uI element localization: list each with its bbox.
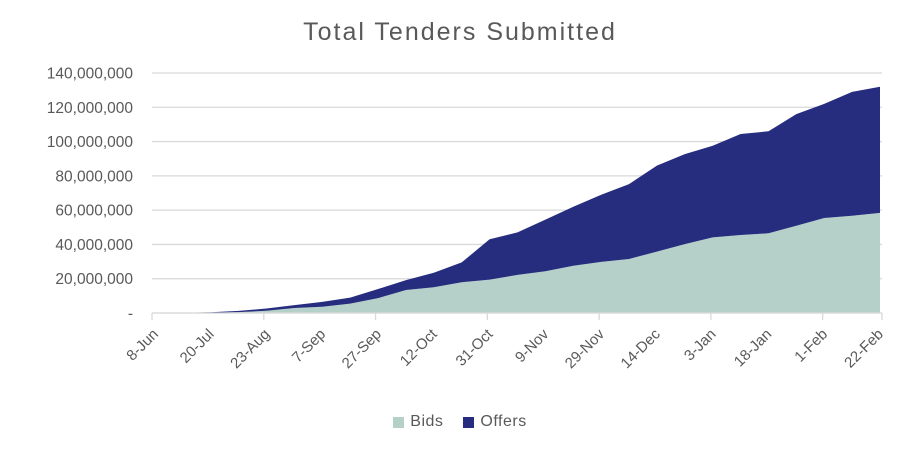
- legend-label-bids: Bids: [410, 413, 444, 430]
- x-axis-tick-label: 20-Jul: [177, 326, 218, 367]
- y-axis-tick-label: 20,000,000: [55, 271, 133, 288]
- y-axis-tick-label: 140,000,000: [47, 66, 134, 83]
- area-bids: [155, 212, 880, 313]
- y-axis-tick-label: -: [128, 306, 133, 323]
- x-axis-tick-label: 23-Aug: [227, 326, 273, 372]
- x-axis-tick-label: 1-Feb: [791, 326, 831, 366]
- y-axis-tick-label: 60,000,000: [55, 203, 133, 220]
- x-axis-tick-label: 27-Sep: [339, 326, 385, 372]
- chart-title: Total Tenders Submitted: [303, 18, 617, 46]
- x-axis-tick-label: 3-Jan: [681, 326, 720, 365]
- y-axis-tick-label: 80,000,000: [55, 168, 133, 185]
- legend-item-bids: Bids: [393, 413, 443, 431]
- x-axis-tick-label: 9-Nov: [512, 325, 553, 366]
- x-axis-tick-label: 12-Oct: [397, 325, 441, 369]
- y-axis-tick-label: 120,000,000: [47, 100, 134, 117]
- x-axis-tick-label: 22-Feb: [841, 326, 887, 372]
- legend-item-offers: Offers: [463, 413, 526, 431]
- x-axis-tick-label: 31-Oct: [453, 325, 497, 369]
- x-axis-tick-label: 7-Sep: [289, 326, 329, 366]
- y-axis-tick-label: 40,000,000: [55, 237, 133, 254]
- chart-legend: Bids Offers: [0, 413, 920, 431]
- x-axis-tick-label: 14-Dec: [618, 325, 665, 372]
- x-axis-tick-label: 18-Jan: [731, 326, 775, 370]
- bids-swatch-icon: [393, 416, 405, 428]
- legend-label-offers: Offers: [480, 413, 527, 430]
- x-axis-tick-label: 8-Jun: [123, 326, 162, 365]
- tenders-stacked-area-chart: - 20,000,000 40,000,000 60,000,000 80,000,00…: [47, 66, 887, 373]
- area-offers: [155, 86, 880, 313]
- offers-swatch-icon: [463, 416, 475, 428]
- y-axis-tick-label: 100,000,000: [47, 134, 134, 151]
- x-axis-tick-label: 29-Nov: [562, 325, 609, 372]
